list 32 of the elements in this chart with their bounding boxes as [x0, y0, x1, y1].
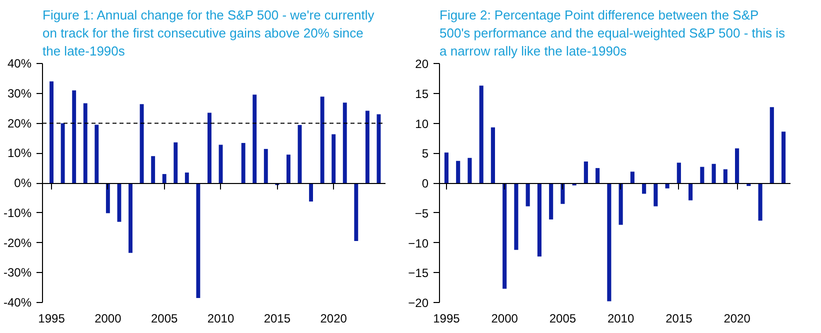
x-tick-label: 2000 [491, 312, 518, 326]
x-tick-label: 2020 [320, 312, 348, 326]
y-tick-label: 20 [415, 57, 429, 71]
chart-title: Figure 2: Percentage Point difference between the S&P 500's performance and the equal-weighted S&P 500 - this is a narrow rally like the late-1990s [440, 8, 786, 58]
y-tick-label: 10 [415, 116, 429, 131]
y-tick-label: −20 [408, 296, 429, 310]
y-tick-label: −10 [408, 236, 429, 250]
x-tick-label: 2010 [207, 312, 234, 326]
y-tick-label: -20% [3, 236, 32, 250]
y-tick-label: 10% [7, 146, 32, 160]
x-tick-label: 1995 [38, 312, 66, 326]
y-tick-label: 15 [415, 86, 429, 101]
y-tick-label: −15 [408, 266, 429, 280]
y-tick-label: 0% [14, 176, 32, 190]
y-tick-label: 40% [7, 56, 32, 70]
x-tick-label: 2010 [607, 312, 634, 326]
y-tick-label: 30% [7, 86, 32, 100]
x-tick-label: 2015 [666, 312, 693, 326]
chart-title: Figure 1: Annual change for the S&P 500 - we're currently on track for the first consecutive gains above 20% since the late-1990s [42, 8, 375, 58]
x-tick-label: 2000 [94, 312, 122, 326]
x-tick-label: 2005 [151, 312, 178, 326]
x-tick-label: 2015 [264, 312, 291, 326]
x-tick-label: 2005 [549, 312, 576, 326]
y-tick-label: 20% [7, 116, 32, 130]
x-tick-label: 1995 [433, 312, 460, 326]
y-tick-label: 5 [422, 146, 429, 161]
y-tick-label: −5 [414, 206, 429, 220]
y-tick-label: -30% [3, 266, 32, 280]
y-tick-label: -40% [3, 296, 32, 310]
y-tick-label: -10% [3, 206, 32, 220]
y-tick-label: 0 [422, 176, 429, 190]
x-tick-label: 2020 [724, 312, 751, 326]
